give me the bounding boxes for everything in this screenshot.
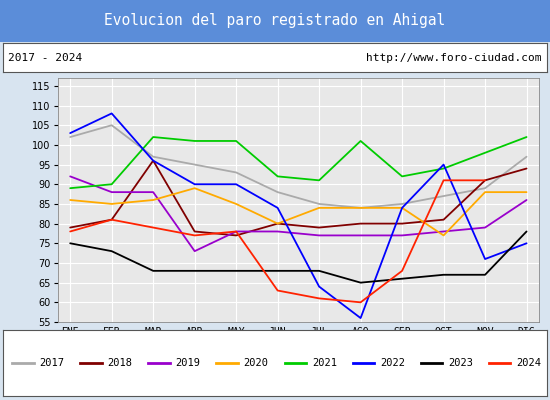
Text: Evolucion del paro registrado en Ahigal: Evolucion del paro registrado en Ahigal (104, 14, 446, 28)
Text: 2022: 2022 (380, 358, 405, 368)
Text: 2019: 2019 (175, 358, 201, 368)
Text: http://www.foro-ciudad.com: http://www.foro-ciudad.com (366, 53, 542, 63)
Text: 2017 - 2024: 2017 - 2024 (8, 53, 82, 63)
Text: 2021: 2021 (312, 358, 337, 368)
Text: 2024: 2024 (516, 358, 541, 368)
Text: 2023: 2023 (448, 358, 473, 368)
Text: 2017: 2017 (40, 358, 64, 368)
Text: 2018: 2018 (108, 358, 133, 368)
Text: 2020: 2020 (244, 358, 269, 368)
